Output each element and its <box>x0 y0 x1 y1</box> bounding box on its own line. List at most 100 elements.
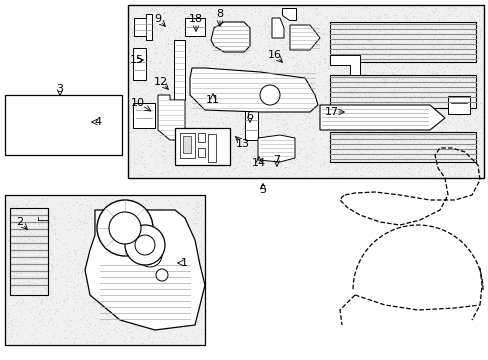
Point <box>78 307 85 313</box>
Point <box>301 30 308 36</box>
Point <box>24 278 32 284</box>
Point <box>460 33 468 39</box>
Point <box>434 49 442 54</box>
Point <box>284 74 291 80</box>
Point <box>154 102 162 108</box>
Point <box>104 280 112 286</box>
Point <box>156 59 164 65</box>
Point <box>246 19 254 24</box>
Point <box>393 173 401 179</box>
Point <box>110 282 118 288</box>
Point <box>333 51 341 57</box>
Point <box>141 228 149 234</box>
Point <box>417 94 425 99</box>
Point <box>307 79 315 85</box>
Point <box>12 220 20 226</box>
Point <box>280 104 288 110</box>
Point <box>140 226 147 232</box>
Point <box>169 7 177 13</box>
Point <box>192 207 200 213</box>
Point <box>69 308 77 314</box>
Point <box>258 135 265 141</box>
Point <box>152 256 160 262</box>
Point <box>6 261 14 267</box>
Point <box>424 49 432 55</box>
Point <box>50 213 58 219</box>
Point <box>291 42 299 48</box>
Point <box>184 251 192 256</box>
Point <box>168 228 176 234</box>
Point <box>120 202 127 207</box>
Point <box>281 41 289 47</box>
Point <box>43 211 51 217</box>
Point <box>313 167 321 173</box>
Point <box>223 28 230 34</box>
Point <box>453 117 461 123</box>
Point <box>305 59 313 65</box>
Point <box>370 27 378 33</box>
Point <box>324 167 331 173</box>
Point <box>244 90 252 95</box>
Point <box>179 93 187 99</box>
Point <box>242 59 250 65</box>
Point <box>67 293 75 299</box>
Point <box>450 146 458 152</box>
Point <box>80 313 88 319</box>
Point <box>165 41 173 47</box>
Bar <box>198 133 204 142</box>
Point <box>323 61 331 67</box>
Point <box>407 72 415 77</box>
Point <box>245 58 253 64</box>
Point <box>182 171 190 177</box>
Point <box>321 118 328 124</box>
Point <box>301 37 309 43</box>
Point <box>147 127 155 133</box>
Point <box>389 90 397 95</box>
Point <box>444 165 451 171</box>
Point <box>279 143 286 149</box>
Point <box>279 46 286 51</box>
Point <box>190 285 198 291</box>
Point <box>272 112 280 118</box>
Point <box>105 247 113 253</box>
Point <box>475 167 483 172</box>
Point <box>149 42 157 48</box>
Point <box>412 64 420 69</box>
Point <box>157 81 165 87</box>
Point <box>43 208 51 214</box>
Point <box>247 67 255 73</box>
Point <box>477 62 485 68</box>
Point <box>446 98 453 103</box>
Point <box>226 99 234 104</box>
Point <box>396 152 404 157</box>
Point <box>467 134 474 140</box>
Point <box>203 159 211 165</box>
Point <box>216 135 224 140</box>
Point <box>169 97 177 103</box>
Point <box>322 120 329 126</box>
Point <box>289 89 297 95</box>
Point <box>151 27 159 32</box>
Point <box>468 120 476 126</box>
Point <box>190 113 198 119</box>
Point <box>183 321 191 327</box>
Point <box>305 115 312 121</box>
Point <box>376 102 384 108</box>
Point <box>240 167 247 173</box>
Point <box>194 263 202 269</box>
Point <box>193 280 201 285</box>
Point <box>162 68 170 74</box>
Point <box>400 12 408 18</box>
Point <box>143 334 151 340</box>
Point <box>163 323 171 329</box>
Point <box>153 300 161 306</box>
Point <box>231 150 239 156</box>
Point <box>345 99 352 105</box>
Point <box>394 125 402 131</box>
Point <box>49 238 57 244</box>
Point <box>60 299 68 305</box>
Point <box>380 128 388 134</box>
Point <box>5 204 13 210</box>
Point <box>414 37 422 43</box>
Point <box>227 40 235 46</box>
